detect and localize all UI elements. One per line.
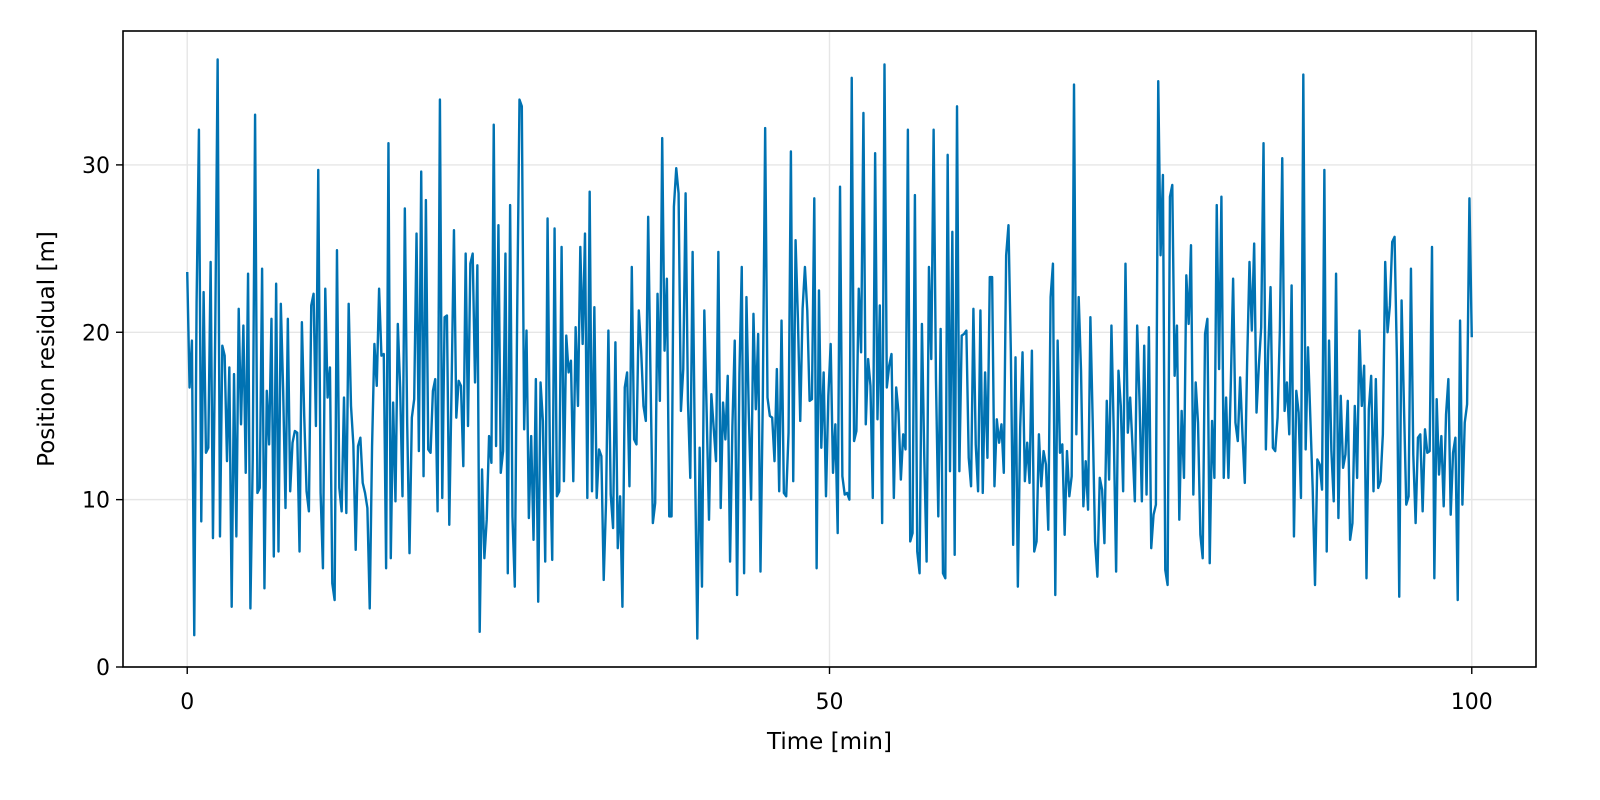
y-tick-label: 30 [82, 154, 110, 179]
x-tick-label: 0 [180, 690, 194, 715]
x-tick-label: 50 [816, 690, 844, 715]
series-layer [186, 58, 1473, 640]
series-line [186, 58, 1473, 640]
y-tick-label: 0 [96, 656, 110, 681]
x-tick-label: 100 [1451, 690, 1493, 715]
y-tick-label: 20 [82, 321, 110, 346]
y-axis-label: Position residual [m] [34, 231, 60, 467]
axis-ticks: 0 50 100 0 10 20 30 [82, 154, 1493, 715]
y-tick-label: 10 [82, 489, 110, 514]
x-axis-label: Time [min] [766, 729, 892, 755]
